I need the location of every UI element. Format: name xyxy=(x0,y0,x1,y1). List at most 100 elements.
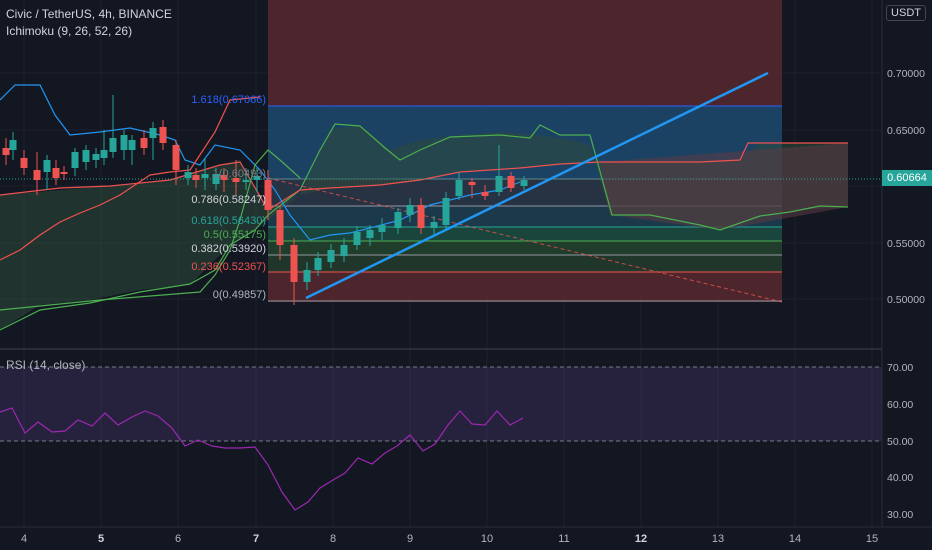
candle-body[interactable] xyxy=(33,170,41,180)
time-tick: 9 xyxy=(407,533,413,545)
candle-body[interactable] xyxy=(172,145,180,170)
last-price-tag: 0.60664 xyxy=(882,170,932,186)
rsi-tick: 40.00 xyxy=(887,472,913,484)
candle-body[interactable] xyxy=(378,225,386,232)
candle-body[interactable] xyxy=(276,210,284,245)
price-axis[interactable] xyxy=(882,0,932,550)
candle-body[interactable] xyxy=(520,180,528,186)
candle-body[interactable] xyxy=(417,205,425,228)
candle-body[interactable] xyxy=(109,138,117,152)
candle-body[interactable] xyxy=(314,258,322,270)
candle-body[interactable] xyxy=(353,232,361,245)
position-stop-zone-bottom[interactable] xyxy=(268,270,782,302)
fib-band-0618 xyxy=(268,227,782,241)
ichimoku-legend[interactable]: Ichimoku (9, 26, 52, 26) xyxy=(6,24,133,38)
trendline[interactable] xyxy=(305,71,769,300)
fib-label-0618: 0.618(0.56430) xyxy=(191,215,266,227)
fib-label-0786: 0.786(0.58247) xyxy=(191,194,266,206)
candle-body[interactable] xyxy=(2,148,10,155)
candle-body[interactable] xyxy=(468,182,476,185)
time-tick: 11 xyxy=(558,533,569,545)
fib-label-0: 0(0.49857) xyxy=(213,289,266,301)
candle-body[interactable] xyxy=(406,205,414,215)
candle-body[interactable] xyxy=(20,158,28,168)
ichimoku-cloud-bearish xyxy=(600,143,848,230)
fib-label-05: 0.5(0.55175) xyxy=(204,229,266,241)
candle-body[interactable] xyxy=(82,150,90,162)
fib-band-05 xyxy=(268,241,782,255)
candle-body[interactable] xyxy=(192,175,200,180)
fib-label-1618: 1.618(0.67066) xyxy=(191,94,266,106)
rsi-tick: 70.00 xyxy=(887,362,913,374)
candle-body[interactable] xyxy=(60,172,68,174)
fib-label-0236: 0.236(0.52367) xyxy=(191,261,266,273)
ichimoku-base-line xyxy=(0,96,261,261)
time-tick: 8 xyxy=(330,533,336,545)
time-tick: 15 xyxy=(866,533,878,545)
candle-body[interactable] xyxy=(290,245,298,282)
candle-body[interactable] xyxy=(303,270,311,282)
candle-body[interactable] xyxy=(366,230,374,238)
candle-body[interactable] xyxy=(52,168,60,178)
candle-body[interactable] xyxy=(220,175,228,180)
symbol-title[interactable]: Civic / TetherUS, 4h, BINANCE xyxy=(6,7,172,21)
candle-body[interactable] xyxy=(394,212,402,228)
fib-label-1: 1(0.60493) xyxy=(213,168,266,180)
candle-body[interactable] xyxy=(242,180,250,182)
candle-body[interactable] xyxy=(92,154,100,160)
rsi-tick: 50.00 xyxy=(887,436,913,448)
ichimoku-span-a xyxy=(0,123,849,331)
fib-band-0382 xyxy=(268,255,782,272)
rsi-band xyxy=(0,367,882,441)
candle-body[interactable] xyxy=(495,176,503,192)
ichimoku-lagging-span xyxy=(0,149,301,311)
price-tick: 0.55000 xyxy=(887,238,925,250)
candle-body[interactable] xyxy=(232,178,240,182)
candle-body[interactable] xyxy=(71,152,79,168)
candle-body[interactable] xyxy=(128,140,136,150)
candle-body[interactable] xyxy=(149,128,157,138)
time-tick: 12 xyxy=(635,533,647,545)
candle-body[interactable] xyxy=(327,250,335,262)
time-axis-labels[interactable]: 4 5 6 7 8 9 10 11 12 13 14 15 xyxy=(21,533,878,545)
time-tick: 5 xyxy=(98,533,104,545)
candle-body[interactable] xyxy=(212,174,220,184)
price-tick: 0.70000 xyxy=(887,68,925,80)
candle-body[interactable] xyxy=(9,140,17,150)
candle-body[interactable] xyxy=(253,176,261,180)
price-tick: 0.50000 xyxy=(887,294,925,306)
candle-body[interactable] xyxy=(159,127,167,143)
candle-body[interactable] xyxy=(481,192,489,196)
price-tick: 0.65000 xyxy=(887,125,925,137)
candle-body[interactable] xyxy=(140,138,148,148)
candle-body[interactable] xyxy=(120,135,128,150)
time-tick: 10 xyxy=(481,533,493,545)
time-tick: 14 xyxy=(789,533,801,545)
candle-body[interactable] xyxy=(201,174,209,178)
candle-body[interactable] xyxy=(264,180,272,210)
candlesticks[interactable] xyxy=(2,95,528,305)
fib-label-0382: 0.382(0.53920) xyxy=(191,243,266,255)
rsi-tick: 30.00 xyxy=(887,509,913,521)
currency-button[interactable]: USDT xyxy=(886,5,926,21)
candle-body[interactable] xyxy=(184,172,192,178)
rsi-tick: 60.00 xyxy=(887,399,913,411)
fib-labels: 1.618(0.67066) 1(0.60493) 0.786(0.58247)… xyxy=(191,94,266,301)
candle-body[interactable] xyxy=(442,198,450,225)
rsi-line xyxy=(0,407,524,511)
time-tick: 7 xyxy=(253,533,259,545)
rsi-legend[interactable]: RSI (14, close) xyxy=(6,358,86,372)
ichimoku-span-b xyxy=(0,142,848,211)
candle-body[interactable] xyxy=(340,245,348,256)
candle-body[interactable] xyxy=(430,222,438,228)
time-tick: 6 xyxy=(175,533,181,545)
candle-body[interactable] xyxy=(43,160,51,172)
candle-body[interactable] xyxy=(100,150,108,158)
candle-body[interactable] xyxy=(507,176,515,188)
candle-body[interactable] xyxy=(455,180,463,196)
time-tick: 4 xyxy=(21,533,27,545)
position-stop-zone-top[interactable] xyxy=(268,0,782,106)
time-tick: 13 xyxy=(712,533,724,545)
price-axis-labels: 0.70000 0.65000 0.55000 0.50000 70.00 60… xyxy=(887,68,925,521)
